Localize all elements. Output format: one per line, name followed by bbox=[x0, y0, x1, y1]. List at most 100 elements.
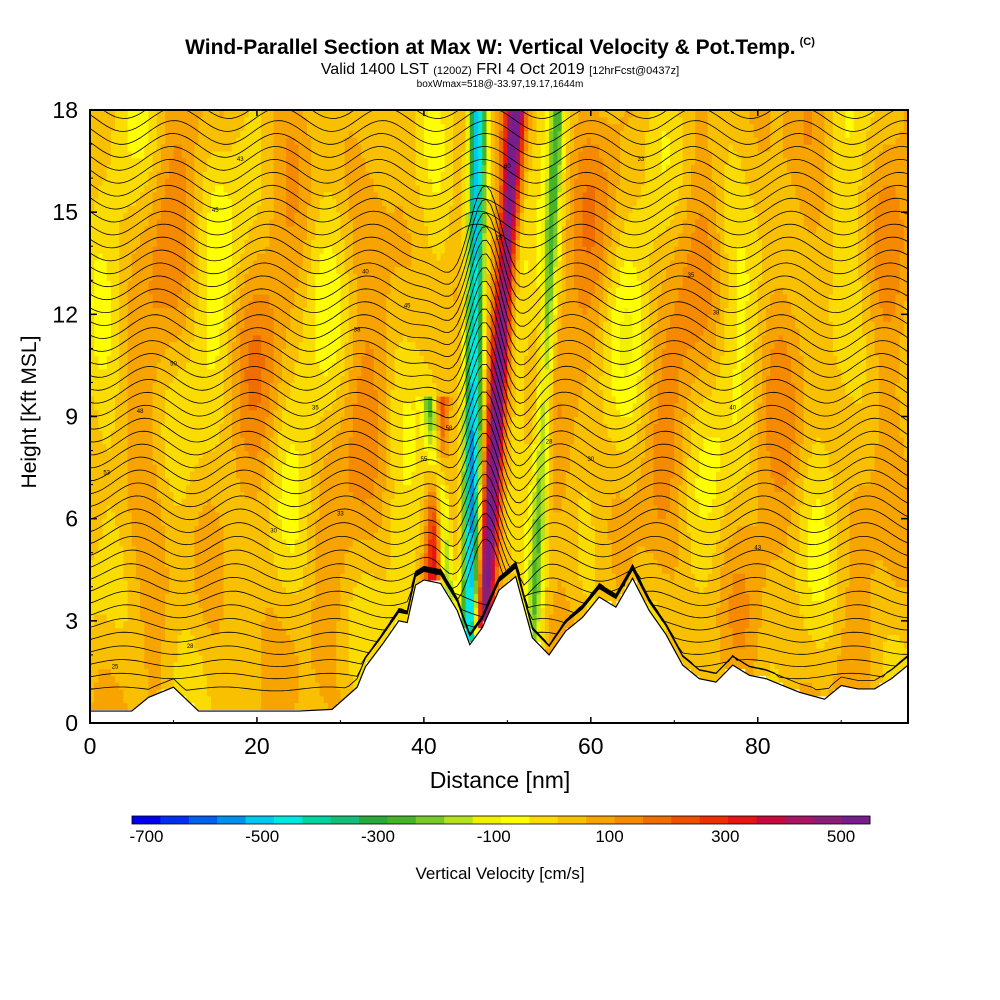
field-cell bbox=[281, 566, 287, 574]
field-cell bbox=[256, 702, 262, 710]
field-cell bbox=[219, 327, 225, 336]
field-cell bbox=[298, 457, 304, 465]
field-cell bbox=[252, 191, 258, 200]
field-cell bbox=[181, 532, 187, 540]
field-cell bbox=[123, 566, 129, 574]
field-cell bbox=[106, 259, 112, 268]
field-cell bbox=[231, 688, 237, 697]
field-cell bbox=[248, 525, 254, 533]
field-cell bbox=[261, 436, 266, 445]
field-cell bbox=[194, 307, 200, 315]
field-cell bbox=[307, 123, 312, 132]
field-cell bbox=[131, 239, 137, 247]
field-cell bbox=[302, 661, 308, 670]
field-cell bbox=[148, 532, 154, 540]
field-cell bbox=[115, 164, 120, 172]
field-cell bbox=[181, 470, 187, 479]
field-cell bbox=[265, 559, 271, 567]
field-cell bbox=[223, 477, 229, 486]
field-cell bbox=[298, 525, 304, 533]
field-cell bbox=[135, 600, 141, 608]
field-cell bbox=[98, 280, 104, 288]
field-cell bbox=[102, 348, 108, 356]
field-cell bbox=[119, 430, 124, 438]
field-cell bbox=[127, 573, 133, 581]
field-cell bbox=[194, 470, 200, 479]
field-cell bbox=[110, 375, 116, 384]
field-cell bbox=[219, 218, 225, 227]
field-cell bbox=[135, 123, 141, 132]
field-cell bbox=[227, 157, 233, 166]
field-cell bbox=[190, 334, 195, 343]
field-cell bbox=[165, 239, 170, 247]
field-cell bbox=[198, 566, 204, 574]
field-cell bbox=[106, 654, 112, 663]
field-cell bbox=[223, 443, 229, 452]
field-cell bbox=[165, 321, 170, 329]
field-cell bbox=[160, 389, 166, 397]
field-cell bbox=[277, 505, 283, 513]
field-cell bbox=[198, 607, 204, 615]
field-cell bbox=[144, 205, 150, 213]
field-cell bbox=[215, 436, 220, 445]
field-cell bbox=[148, 300, 154, 309]
field-cell bbox=[135, 470, 141, 479]
field-cell bbox=[190, 178, 195, 186]
field-cell bbox=[286, 430, 291, 438]
field-cell bbox=[219, 457, 225, 465]
field-cell bbox=[127, 130, 133, 138]
field-cell bbox=[98, 552, 104, 561]
field-cell bbox=[240, 532, 246, 540]
field-cell bbox=[240, 205, 246, 213]
field-cell bbox=[169, 246, 175, 254]
field-cell bbox=[290, 246, 296, 254]
field-cell bbox=[165, 566, 170, 574]
field-cell bbox=[135, 539, 141, 547]
field-cell bbox=[261, 532, 266, 540]
field-cell bbox=[181, 688, 187, 697]
field-cell bbox=[294, 470, 300, 479]
field-cell bbox=[98, 675, 104, 683]
field-cell bbox=[227, 593, 233, 601]
field-cell bbox=[102, 573, 108, 581]
field-cell bbox=[277, 368, 283, 377]
field-cell bbox=[252, 593, 258, 601]
field-cell bbox=[219, 566, 225, 574]
field-cell bbox=[119, 239, 124, 247]
field-cell bbox=[290, 253, 296, 261]
field-cell bbox=[256, 280, 262, 288]
field-cell bbox=[135, 477, 141, 486]
field-cell bbox=[307, 648, 312, 656]
field-cell bbox=[307, 348, 312, 356]
field-cell bbox=[148, 157, 154, 166]
field-cell bbox=[286, 566, 291, 574]
field-cell bbox=[127, 253, 133, 261]
field-cell bbox=[211, 212, 216, 220]
field-cell bbox=[248, 246, 254, 254]
field-cell bbox=[110, 586, 116, 595]
field-cell bbox=[236, 150, 241, 159]
field-cell bbox=[302, 423, 308, 431]
field-cell bbox=[115, 416, 120, 424]
field-cell bbox=[148, 212, 154, 220]
field-cell bbox=[215, 573, 220, 581]
field-cell bbox=[244, 423, 250, 431]
field-cell bbox=[206, 382, 212, 390]
field-cell bbox=[311, 130, 316, 138]
field-cell bbox=[160, 341, 166, 349]
field-cell bbox=[294, 266, 300, 275]
field-cell bbox=[140, 300, 145, 309]
field-cell bbox=[169, 668, 175, 676]
field-cell bbox=[302, 518, 308, 527]
field-cell bbox=[290, 178, 296, 186]
field-cell bbox=[227, 191, 233, 200]
field-cell bbox=[206, 293, 212, 302]
field-cell bbox=[261, 362, 266, 370]
field-cell bbox=[211, 443, 216, 452]
field-cell bbox=[277, 450, 283, 458]
field-cell bbox=[227, 150, 233, 159]
field-cell bbox=[211, 184, 216, 193]
field-cell bbox=[256, 314, 262, 322]
field-cell bbox=[240, 450, 246, 458]
field-cell bbox=[106, 525, 112, 533]
